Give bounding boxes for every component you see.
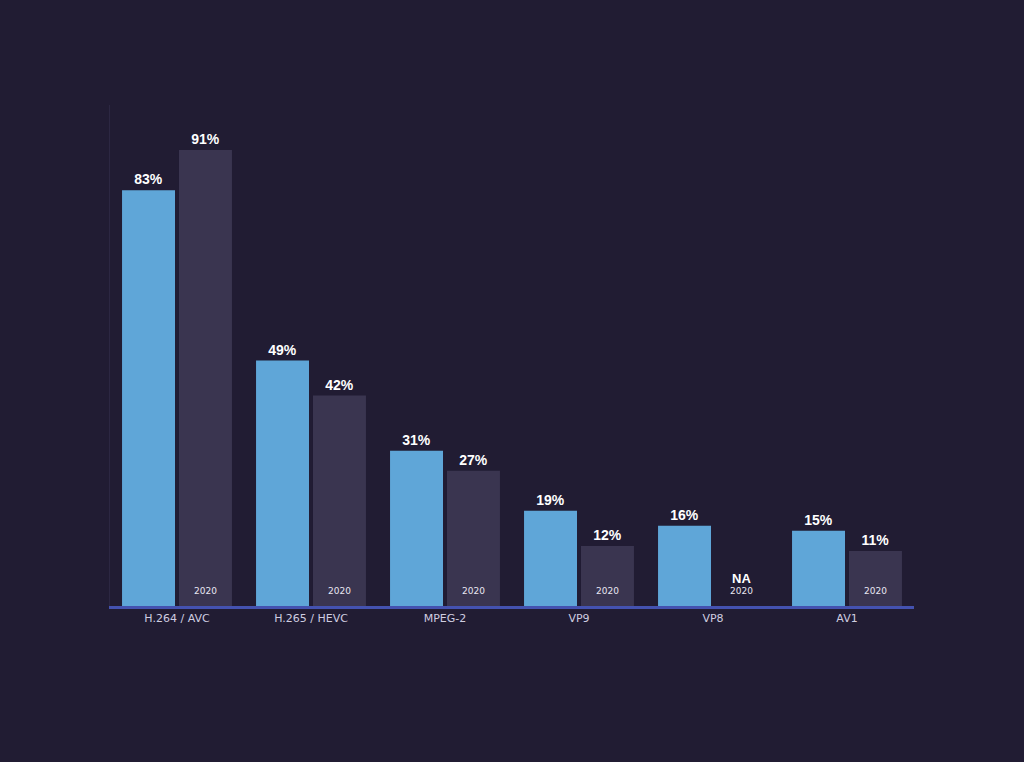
svg-text:NA: NA [732, 571, 751, 586]
svg-text:H.264 / AVC: H.264 / AVC [144, 612, 210, 625]
svg-text:VP8: VP8 [702, 612, 723, 625]
svg-text:2020: 2020 [462, 586, 485, 596]
svg-text:16%: 16% [670, 507, 699, 523]
svg-text:AV1: AV1 [836, 612, 857, 625]
svg-text:83%: 83% [134, 171, 163, 187]
svg-text:12%: 12% [593, 527, 622, 543]
svg-text:2020: 2020 [730, 586, 753, 596]
svg-text:VP9: VP9 [568, 612, 589, 625]
svg-text:19%: 19% [536, 492, 565, 508]
svg-text:27%: 27% [459, 452, 488, 468]
svg-text:49%: 49% [268, 342, 297, 358]
svg-text:15%: 15% [804, 512, 833, 528]
svg-text:2020: 2020 [328, 586, 351, 596]
svg-text:2020: 2020 [194, 586, 217, 596]
svg-text:2020: 2020 [864, 586, 887, 596]
svg-text:91%: 91% [191, 131, 220, 147]
svg-text:MPEG-2: MPEG-2 [424, 612, 467, 625]
svg-text:2020: 2020 [596, 586, 619, 596]
svg-text:42%: 42% [325, 377, 354, 393]
svg-text:31%: 31% [402, 432, 431, 448]
svg-text:H.265 / HEVC: H.265 / HEVC [274, 612, 348, 625]
svg-text:11%: 11% [862, 532, 890, 548]
